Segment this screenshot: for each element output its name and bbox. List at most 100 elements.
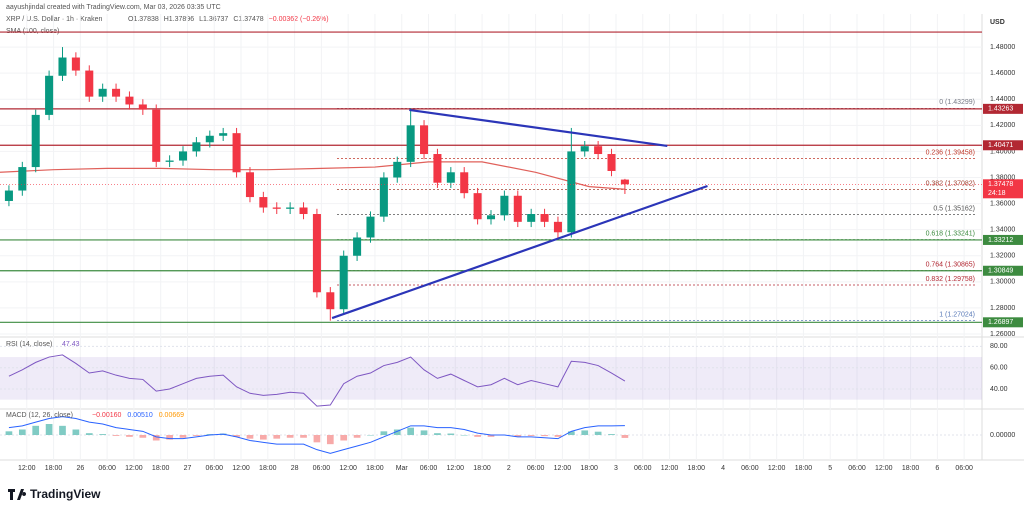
histogram-bar bbox=[434, 433, 441, 435]
candle-body bbox=[112, 88, 121, 97]
trendline bbox=[409, 108, 668, 148]
y-tick-label: 1.42000 bbox=[990, 122, 1015, 129]
y-tick-label: 1.46000 bbox=[990, 70, 1015, 77]
histogram-bar bbox=[193, 435, 200, 436]
histogram-bar bbox=[286, 435, 294, 438]
histogram-bar bbox=[300, 435, 307, 438]
y-tick-label: 1.36000 bbox=[990, 200, 1015, 207]
x-tick-label: 06:00 bbox=[205, 465, 223, 472]
logo: TradingView bbox=[8, 487, 101, 501]
x-tick-label: 12:00 bbox=[875, 465, 893, 472]
candle-body bbox=[152, 109, 161, 162]
last-price-tag bbox=[983, 179, 1023, 199]
fib-label: 0.5 (1.35162) bbox=[933, 205, 975, 212]
candle-body bbox=[420, 125, 429, 155]
x-tick-label: 18:00 bbox=[473, 465, 491, 472]
x-tick-label: 06:00 bbox=[313, 465, 331, 472]
candle-body bbox=[607, 154, 616, 171]
fib-label: 1 (1.27024) bbox=[939, 311, 975, 318]
candle-body bbox=[326, 292, 335, 310]
pane-title: MACD (12, 26, close) bbox=[6, 412, 73, 419]
level-tag bbox=[983, 234, 1023, 245]
x-tick-label: 18:00 bbox=[152, 465, 170, 472]
level-tag bbox=[983, 140, 1023, 151]
histogram-bar bbox=[18, 429, 26, 435]
level-tag bbox=[983, 265, 1023, 276]
x-tick-label: 26 bbox=[76, 465, 84, 472]
x-tick-label: 12:00 bbox=[554, 465, 572, 472]
candle-body bbox=[98, 88, 107, 97]
candle-body bbox=[58, 57, 67, 76]
candle-body bbox=[272, 207, 281, 209]
candle-body bbox=[379, 177, 388, 217]
level-tag bbox=[983, 103, 1023, 114]
histogram-bar bbox=[246, 435, 254, 439]
fib-label: 0.618 (1.33241) bbox=[926, 230, 975, 237]
last-price-label: 1.37478 bbox=[988, 181, 1013, 188]
candle-body bbox=[219, 133, 228, 136]
x-tick-label: 06:00 bbox=[634, 465, 652, 472]
trendline bbox=[331, 184, 708, 320]
histogram-bar bbox=[5, 431, 13, 435]
pane-value: 0.00510 bbox=[127, 412, 152, 419]
y-tick-label: 1.34000 bbox=[990, 227, 1015, 234]
x-tick-label: 06:00 bbox=[420, 465, 438, 472]
histogram-bar bbox=[447, 433, 455, 435]
ohlc-value: O1.37838 bbox=[128, 16, 159, 23]
x-tick-label: 06:00 bbox=[955, 465, 973, 472]
histogram-bar bbox=[233, 435, 240, 437]
x-tick-label: 12:00 bbox=[125, 465, 143, 472]
candle-body bbox=[299, 207, 308, 215]
pane-title: RSI (14, close) bbox=[6, 341, 52, 348]
histogram-bar bbox=[166, 435, 173, 440]
x-tick-label: 18:00 bbox=[580, 465, 598, 472]
pane-value: 47.43 bbox=[62, 341, 80, 348]
candle-body bbox=[138, 104, 147, 110]
candle-body bbox=[473, 193, 482, 220]
x-tick-label: 06:00 bbox=[848, 465, 866, 472]
candle-body bbox=[406, 125, 415, 162]
level-label: 1.30849 bbox=[988, 268, 1013, 275]
candle-body bbox=[553, 221, 562, 233]
y-tick-label: 1.38000 bbox=[990, 174, 1015, 181]
x-tick-label: 18:00 bbox=[45, 465, 63, 472]
histogram-bar bbox=[608, 434, 615, 435]
y-tick-label: 60.00 bbox=[990, 365, 1008, 372]
x-tick-label: 12:00 bbox=[768, 465, 786, 472]
histogram-bar bbox=[474, 435, 481, 437]
candle-body bbox=[205, 135, 214, 143]
level-label: 1.43263 bbox=[988, 106, 1013, 113]
x-tick-label: 5 bbox=[828, 465, 832, 472]
fib-label: 0 (1.43299) bbox=[939, 99, 975, 106]
histogram-bar bbox=[407, 427, 415, 435]
histogram-bar bbox=[393, 429, 401, 435]
candle-body bbox=[393, 161, 402, 178]
x-tick-label: 28 bbox=[291, 465, 299, 472]
candle-body bbox=[232, 133, 241, 173]
rsi-line bbox=[8, 354, 626, 407]
histogram-bar bbox=[126, 435, 133, 437]
ohlc-value: H1.37896 bbox=[164, 16, 194, 23]
x-tick-label: 06:00 bbox=[98, 465, 116, 472]
x-tick-label: 18:00 bbox=[795, 465, 813, 472]
x-tick-label: 18:00 bbox=[688, 465, 706, 472]
histogram-bar bbox=[139, 435, 147, 438]
histogram-bar bbox=[567, 431, 575, 435]
candle-body bbox=[567, 151, 576, 233]
countdown: 24:18 bbox=[988, 190, 1006, 197]
candle-body bbox=[446, 172, 455, 183]
histogram-bar bbox=[621, 435, 629, 438]
x-tick-label: 27 bbox=[184, 465, 192, 472]
y-tick-label: 1.26000 bbox=[990, 331, 1015, 338]
fib-label: 0.236 (1.39458) bbox=[926, 149, 975, 156]
currency: USD bbox=[990, 19, 1005, 26]
candle-body bbox=[540, 214, 549, 222]
x-tick-label: 12:00 bbox=[661, 465, 679, 472]
candle-body bbox=[18, 167, 27, 191]
x-tick-label: 6 bbox=[935, 465, 939, 472]
candle-body bbox=[339, 255, 348, 310]
y-tick-label: 1.44000 bbox=[990, 96, 1015, 103]
y-tick-label: 1.40000 bbox=[990, 148, 1015, 155]
y-tick-label: 1.48000 bbox=[990, 44, 1015, 51]
